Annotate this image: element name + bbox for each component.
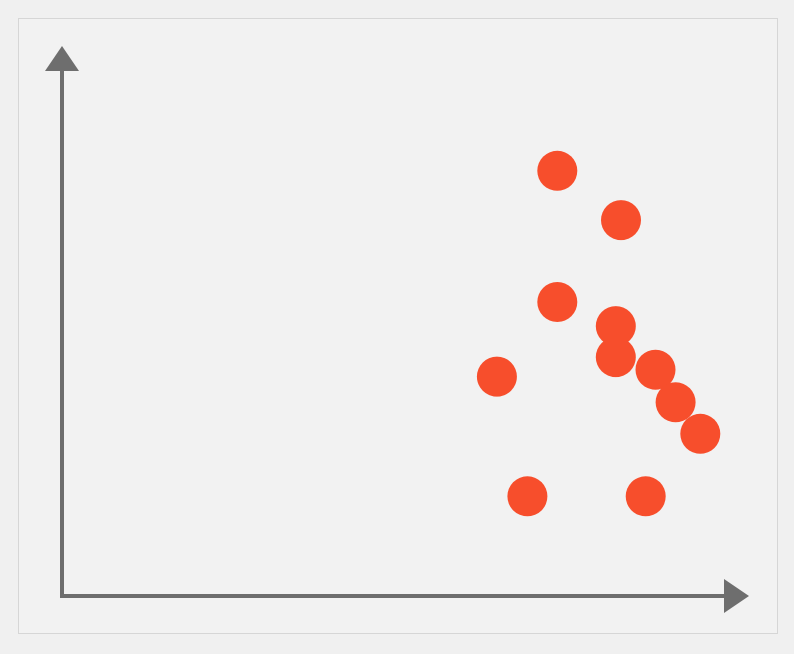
scatter-point-1	[537, 150, 578, 191]
axes	[45, 46, 749, 613]
scatter-point-7	[476, 356, 517, 397]
scatter-point-3	[537, 282, 578, 322]
scatter-point-5	[595, 337, 636, 378]
scatter-point-8	[655, 382, 696, 423]
scatter-point-2	[601, 200, 641, 241]
chart-frame	[18, 18, 778, 634]
scatter-point-9	[680, 413, 721, 454]
arrow-up-icon	[45, 46, 79, 71]
scatter-point-11	[625, 476, 666, 517]
data-points	[476, 150, 721, 517]
scatter-point-6	[635, 349, 676, 390]
scatter-point-10	[507, 476, 548, 517]
scatter-point-4	[595, 306, 636, 347]
arrow-right-icon	[724, 579, 749, 613]
